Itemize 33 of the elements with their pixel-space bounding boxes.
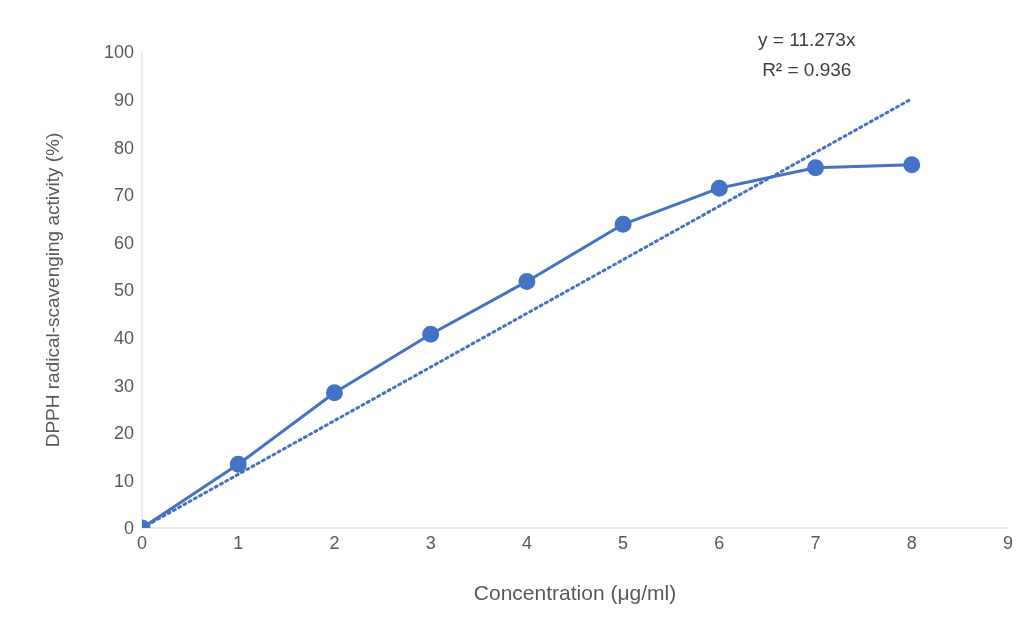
x-tick-label: 3: [425, 532, 436, 553]
y-tick-label: 0: [123, 518, 134, 539]
y-tick-label: 10: [113, 470, 134, 491]
x-tick-label: 6: [714, 532, 725, 553]
x-tick-label: 1: [233, 532, 244, 553]
point: [807, 159, 825, 177]
text: y = 11.273x: [757, 28, 857, 51]
point: [903, 156, 921, 174]
point: [614, 215, 632, 233]
x-tick-label: 4: [521, 532, 532, 553]
y-tick-label: 80: [113, 137, 134, 158]
y-tick-label: 20: [113, 423, 134, 444]
x-axis-title: Concentration (μg/ml): [473, 581, 677, 604]
y-tick-label: 40: [113, 327, 134, 348]
y-tick-label: 90: [113, 89, 134, 110]
point: [325, 384, 343, 402]
x-tick-label: 0: [136, 532, 148, 553]
x-tick-label: 5: [618, 532, 629, 553]
x-tick-label: 9: [1002, 532, 1014, 553]
y-tick-label: 70: [113, 185, 134, 206]
point: [229, 455, 247, 473]
y-axis-title: DPPH radical-scavenging activity (%): [41, 132, 63, 448]
point: [518, 272, 536, 290]
y-tick-label: 30: [113, 375, 134, 396]
point: [710, 179, 728, 197]
point: [422, 325, 440, 343]
y-tick-label: 50: [113, 280, 134, 301]
x-tick-label: 2: [329, 532, 340, 553]
y-tick-label: 100: [103, 42, 134, 63]
x-tick-label: 8: [906, 532, 917, 553]
y-tick-label: 60: [113, 232, 134, 253]
x-tick-label: 7: [810, 532, 821, 553]
annotation: R² = 0.936: [761, 58, 853, 81]
